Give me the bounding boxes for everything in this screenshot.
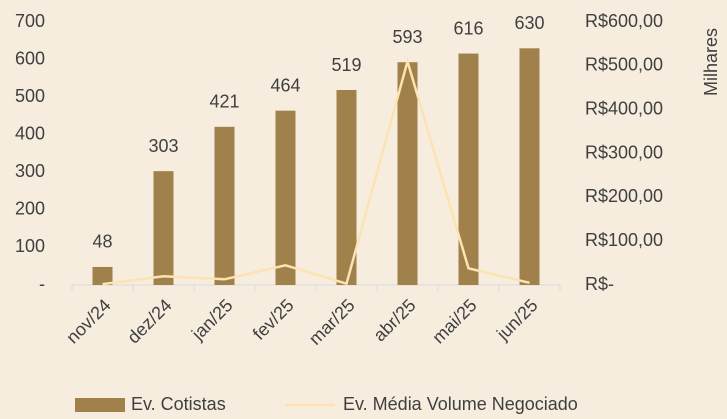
data-label: 303: [148, 136, 178, 156]
bar: [397, 62, 418, 285]
legend-label: Ev. Cotistas: [131, 394, 226, 414]
y2-axis-label: Milhares: [701, 28, 721, 96]
y-tick-label: 200: [15, 199, 45, 219]
bar: [153, 171, 174, 285]
data-label: 593: [392, 27, 422, 47]
line: [102, 56, 530, 286]
y-tick-label: -: [39, 274, 45, 294]
y2-tick-label: R$-: [585, 274, 614, 294]
y2-tick-label: R$400,00: [585, 98, 663, 118]
y-tick-label: 100: [15, 236, 45, 256]
data-label: 48: [92, 232, 112, 252]
y2-tick-label: R$500,00: [585, 55, 663, 75]
y-tick-label: 700: [15, 11, 45, 31]
data-label: 421: [209, 92, 239, 112]
bar: [275, 110, 296, 285]
bar: [458, 53, 479, 286]
y2-tick-label: R$100,00: [585, 230, 663, 250]
data-label: 519: [331, 55, 361, 75]
bar: [336, 90, 357, 285]
data-label: 616: [453, 18, 483, 38]
y2-tick-label: R$300,00: [585, 142, 663, 162]
y2-tick-label: R$600,00: [585, 11, 663, 31]
bar: [519, 48, 540, 285]
data-label: 630: [514, 13, 544, 33]
y-tick-label: 600: [15, 48, 45, 68]
data-label: 464: [270, 75, 300, 95]
y-tick-label: 400: [15, 123, 45, 143]
y2-tick-label: R$200,00: [585, 186, 663, 206]
bar: [92, 266, 113, 285]
legend-label: Ev. Média Volume Negociado: [343, 394, 578, 414]
bar: [214, 126, 235, 286]
y-tick-label: 500: [15, 86, 45, 106]
y-tick-label: 300: [15, 161, 45, 181]
legend-swatch: [75, 398, 125, 412]
